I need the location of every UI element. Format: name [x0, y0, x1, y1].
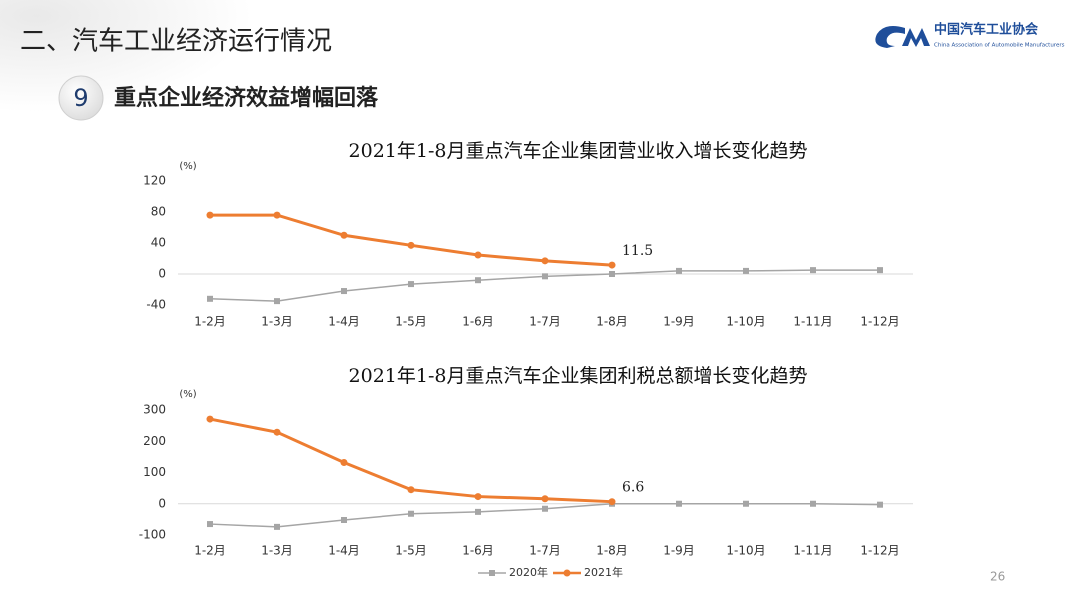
legend-label: 2020年 — [509, 565, 548, 579]
point — [608, 261, 616, 269]
point — [541, 257, 549, 265]
legend-label: 2021年 — [584, 565, 623, 579]
chart-title: 2021年1-8月重点汽车企业集团营业收入增长变化趋势 — [349, 140, 808, 162]
point — [474, 493, 482, 501]
point — [341, 517, 347, 523]
y-tick-label: 40 — [151, 236, 166, 250]
y-tick-label: 80 — [151, 205, 166, 219]
x-tick-label: 1-10月 — [726, 315, 765, 329]
x-tick-label: 1-3月 — [261, 315, 293, 329]
y-tick-label: -100 — [139, 528, 166, 542]
legend-marker — [563, 569, 571, 577]
point — [340, 459, 348, 466]
point — [810, 500, 816, 507]
section-badge — [58, 75, 104, 121]
point — [474, 251, 482, 259]
point — [408, 281, 414, 288]
point — [676, 500, 682, 507]
point — [407, 241, 415, 249]
point — [207, 295, 213, 302]
x-tick-label: 1-3月 — [261, 544, 293, 558]
y-axis-label: (%) — [179, 161, 196, 172]
y-tick-label: 300 — [143, 403, 166, 417]
point — [274, 298, 280, 305]
page-number: 26 — [990, 570, 1005, 584]
x-tick-label: 1-4月 — [328, 544, 360, 558]
point — [541, 495, 549, 503]
y-axis-label: (%) — [179, 389, 196, 400]
point — [877, 267, 883, 274]
x-tick-label: 1-9月 — [663, 315, 695, 329]
x-tick-label: 1-11月 — [793, 544, 832, 558]
point — [609, 271, 615, 277]
logo-mark — [875, 26, 930, 48]
point — [676, 267, 682, 274]
data-label: 6.6 — [622, 480, 644, 496]
x-tick-label: 1-8月 — [596, 544, 628, 558]
point — [206, 211, 214, 219]
x-tick-label: 1-12月 — [860, 544, 899, 558]
logo-cn: 中国汽车工业协会 — [934, 22, 1039, 38]
point — [877, 501, 883, 508]
point — [407, 486, 415, 494]
x-tick-label: 1-6月 — [462, 315, 494, 329]
x-tick-label: 1-6月 — [462, 544, 494, 558]
x-tick-label: 1-10月 — [726, 544, 765, 558]
point — [542, 505, 548, 512]
data-label: 11.5 — [622, 243, 653, 259]
x-tick-label: 1-4月 — [328, 315, 360, 329]
point — [475, 508, 481, 515]
series-line — [210, 213, 613, 267]
section-number: 9 — [73, 84, 88, 112]
legend-marker — [489, 570, 495, 576]
point — [608, 498, 616, 506]
x-tick-label: 1-2月 — [194, 315, 226, 329]
point — [273, 211, 281, 219]
point — [542, 273, 548, 280]
x-tick-label: 1-5月 — [395, 315, 427, 329]
point — [273, 428, 281, 436]
chart-title: 2021年1-8月重点汽车企业集团利税总额增长变化趋势 — [349, 365, 808, 387]
logo-en: China Association of Automobile Manufact… — [934, 43, 1065, 49]
point — [340, 231, 348, 239]
slide-title: 二、汽车工业经济运行情况 — [20, 27, 332, 57]
x-tick-label: 1-7月 — [529, 315, 561, 329]
x-tick-label: 1-11月 — [793, 315, 832, 329]
y-tick-label: 0 — [158, 267, 166, 281]
section-title: 重点企业经济效益增幅回落 — [114, 85, 379, 111]
point — [341, 288, 347, 295]
point — [408, 510, 414, 517]
point — [206, 415, 214, 423]
logo: 中国汽车工业协会 China Association of Automobile… — [875, 22, 1065, 49]
x-tick-label: 1-2月 — [194, 544, 226, 558]
y-tick-label: -40 — [146, 298, 166, 312]
x-tick-label: 1-12月 — [860, 315, 899, 329]
x-tick-label: 1-9月 — [663, 544, 695, 558]
background-glow — [0, 0, 360, 160]
point — [274, 523, 280, 530]
point — [475, 277, 481, 284]
point — [207, 521, 213, 528]
x-tick-label: 1-5月 — [395, 544, 427, 558]
point — [810, 267, 816, 274]
point — [743, 267, 749, 274]
point — [743, 500, 749, 507]
y-tick-label: 120 — [143, 174, 166, 188]
y-tick-label: 200 — [143, 434, 166, 448]
x-tick-label: 1-7月 — [529, 544, 561, 558]
y-tick-label: 100 — [143, 465, 166, 479]
y-tick-label: 0 — [158, 496, 166, 510]
x-tick-label: 1-8月 — [596, 315, 628, 329]
